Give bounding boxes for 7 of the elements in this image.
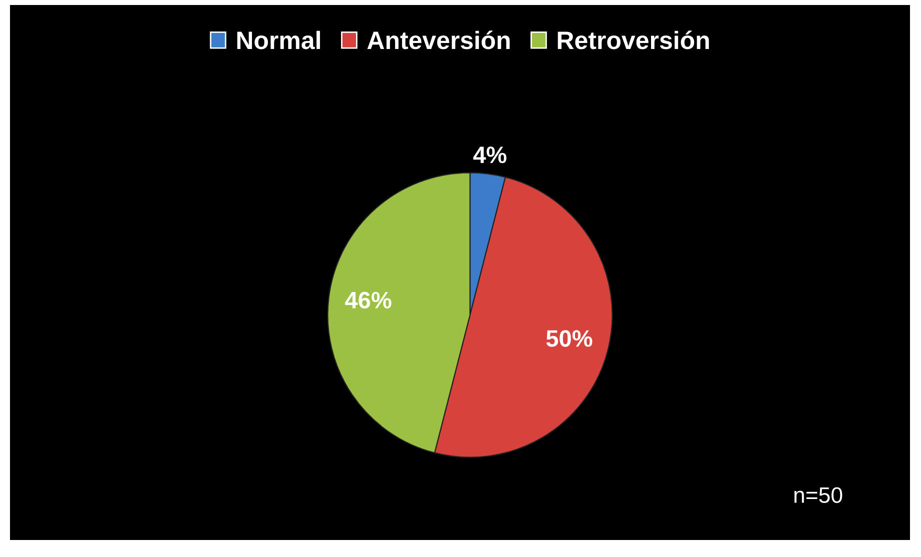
text: n=50: [794, 487, 842, 503]
data-label: 4%: [473, 146, 506, 164]
legend-label: Anteversión: [367, 30, 510, 50]
legend-label: Retroversión: [558, 30, 709, 50]
legend-label: Normal: [237, 30, 320, 50]
data-label: 50%: [546, 330, 592, 347]
data-label: 46%: [345, 292, 392, 308]
